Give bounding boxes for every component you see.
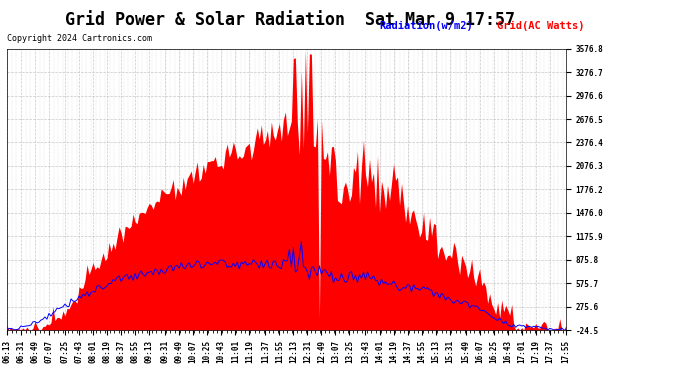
Text: Radiation(w/m2): Radiation(w/m2) bbox=[380, 21, 473, 31]
Text: Grid Power & Solar Radiation  Sat Mar 9 17:57: Grid Power & Solar Radiation Sat Mar 9 1… bbox=[65, 11, 515, 29]
Text: Grid(AC Watts): Grid(AC Watts) bbox=[497, 21, 584, 31]
Text: Copyright 2024 Cartronics.com: Copyright 2024 Cartronics.com bbox=[7, 34, 152, 43]
